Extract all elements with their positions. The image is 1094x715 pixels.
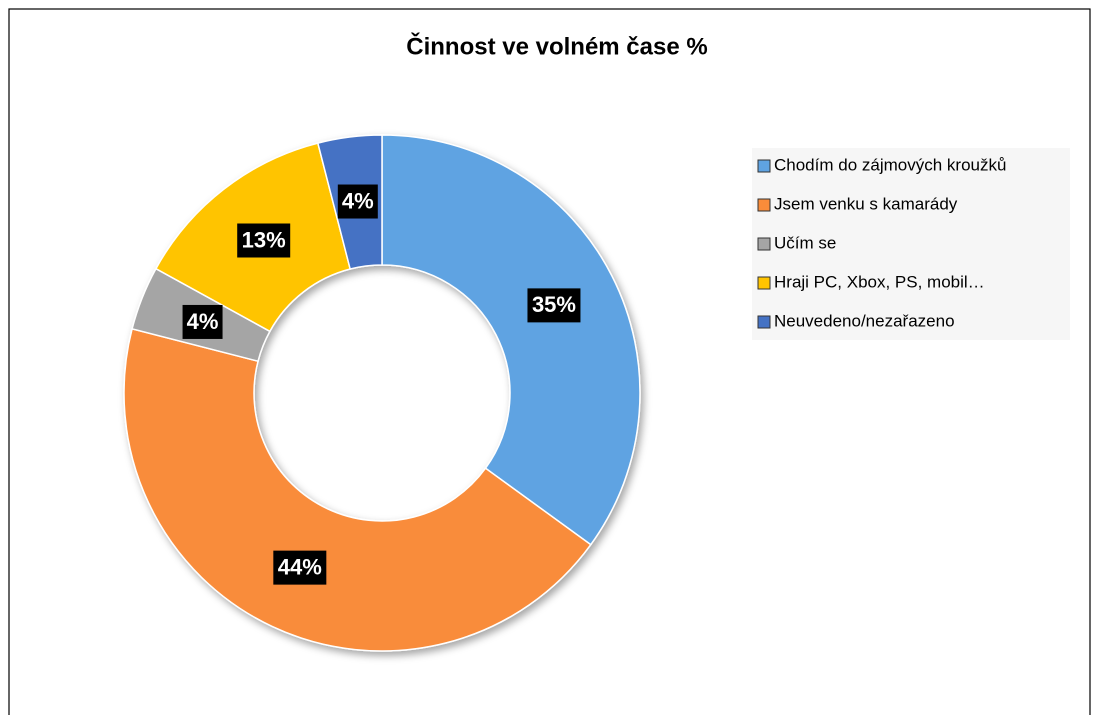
legend-swatch — [757, 159, 771, 173]
donut-slice — [381, 134, 641, 546]
donut-slice — [123, 327, 592, 652]
data-label-box — [237, 223, 291, 258]
data-label: 4% — [187, 309, 219, 334]
legend-swatch — [757, 237, 771, 251]
legend-label: Neuvedeno/nezařazeno — [774, 311, 955, 330]
data-label-box — [337, 184, 378, 219]
data-label: 13% — [242, 227, 286, 252]
legend-label: Učím se — [774, 233, 836, 252]
data-label: 35% — [532, 292, 576, 317]
data-label: 4% — [342, 188, 374, 213]
data-label-box — [273, 550, 327, 585]
legend-swatch — [757, 276, 771, 290]
legend-label: Hraji PC, Xbox, PS, mobil… — [774, 272, 985, 291]
legend-swatch — [757, 315, 771, 329]
legend-box — [752, 148, 1070, 340]
legend-label: Jsem venku s kamarády — [774, 194, 958, 213]
chart-title: Činnost ve volném čase % — [406, 32, 707, 60]
data-label: 44% — [278, 554, 322, 579]
data-label-box — [527, 288, 581, 323]
data-label-box — [182, 304, 223, 339]
legend-swatch — [757, 198, 771, 212]
legend-label: Chodím do zájmových kroužků — [774, 155, 1006, 174]
